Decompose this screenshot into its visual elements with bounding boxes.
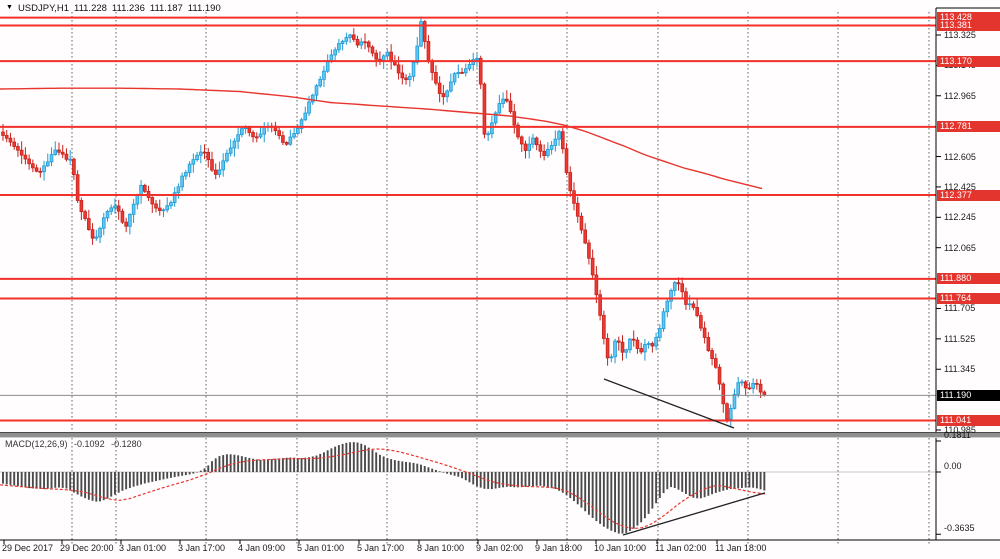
macd-tick-label: 0.1811: [944, 429, 971, 440]
level-lines: [0, 16, 936, 422]
axis-ticks: [3, 34, 941, 544]
pane-separator-handle[interactable]: [0, 432, 1000, 438]
candlesticks: [1, 16, 767, 427]
ohlc-high: 111.236: [111, 2, 145, 14]
time-axis-label: 29 Dec 20:00: [60, 543, 114, 553]
symbol-label: USDJPY,H1: [17, 2, 69, 14]
time-axis-label: 11 Jan 02:00: [655, 543, 707, 553]
price-tick-label: 111.525: [944, 333, 976, 344]
time-axis-label: 29 Dec 2017: [2, 543, 54, 553]
price-tick-label: 111.345: [944, 364, 976, 375]
macd-tick-label: 0.00: [944, 461, 962, 471]
time-axis-label: 9 Jan 18:00: [535, 543, 583, 553]
ohlc-open: 111.228: [73, 2, 107, 14]
time-axis-label: 5 Jan 17:00: [357, 543, 405, 553]
ohlc-low: 111.187: [149, 2, 183, 14]
macd-signal-line: [0, 448, 766, 529]
price-level-badge: 112.377: [937, 189, 1000, 201]
macd-title: MACD(12,26,9): [5, 439, 68, 449]
price-level-badge: 113.170: [937, 55, 1000, 67]
grid-separators: [71, 12, 930, 546]
price-tick-label: 112.425: [944, 181, 976, 192]
price-tick-label: 111.705: [944, 303, 976, 314]
price-tick-label: 112.065: [944, 242, 976, 253]
ohlc-close: 111.190: [187, 2, 221, 14]
time-axis-label: 3 Jan 01:00: [119, 543, 167, 553]
price-tick-label: 112.245: [944, 212, 976, 223]
symbol-info-bar: ▼ USDJPY,H1 111.228 111.236 111.187 111.…: [6, 2, 221, 14]
time-axis-label: 9 Jan 02:00: [476, 543, 524, 553]
macd-signal-value: -0.1280: [111, 439, 142, 449]
moving-average-line: [0, 87, 763, 190]
trendlines: [603, 378, 766, 536]
macd-tick-label: -0.3635: [944, 523, 975, 534]
time-axis-label: 3 Jan 17:00: [178, 543, 226, 553]
macd-main-value: -0.1092: [74, 439, 105, 449]
time-axis-label: 8 Jan 10:00: [417, 543, 465, 553]
price-tick-label: 112.605: [944, 151, 976, 162]
price-tick-label: 113.325: [944, 30, 976, 40]
time-axis-label: 5 Jan 01:00: [297, 543, 345, 553]
time-axis-label: 4 Jan 09:00: [238, 543, 286, 553]
price-level-badge: 111.764: [937, 293, 1000, 304]
macd-histogram: [2, 442, 766, 534]
price-level-badge: 112.781: [937, 121, 1000, 133]
macd-indicator-label: MACD(12,26,9) -0.1092 -0.1280: [5, 439, 146, 449]
price-tick-label: 110.985: [944, 425, 976, 435]
price-level-badge: 111.041: [937, 415, 1000, 427]
price-level-badge: 113.428: [937, 12, 1000, 24]
time-axis-label: 11 Jan 18:00: [715, 543, 767, 553]
current-price-badge: 111.190: [937, 389, 1000, 401]
price-level-badge: 113.381: [937, 20, 1000, 32]
price-level-badge: 111.880: [937, 273, 1000, 285]
expand-arrow-icon[interactable]: ▼: [6, 4, 13, 11]
price-tick-label: 112.965: [944, 90, 976, 101]
time-axis-label: 10 Jan 10:00: [594, 543, 647, 553]
chart-frame: [0, 7, 1000, 541]
